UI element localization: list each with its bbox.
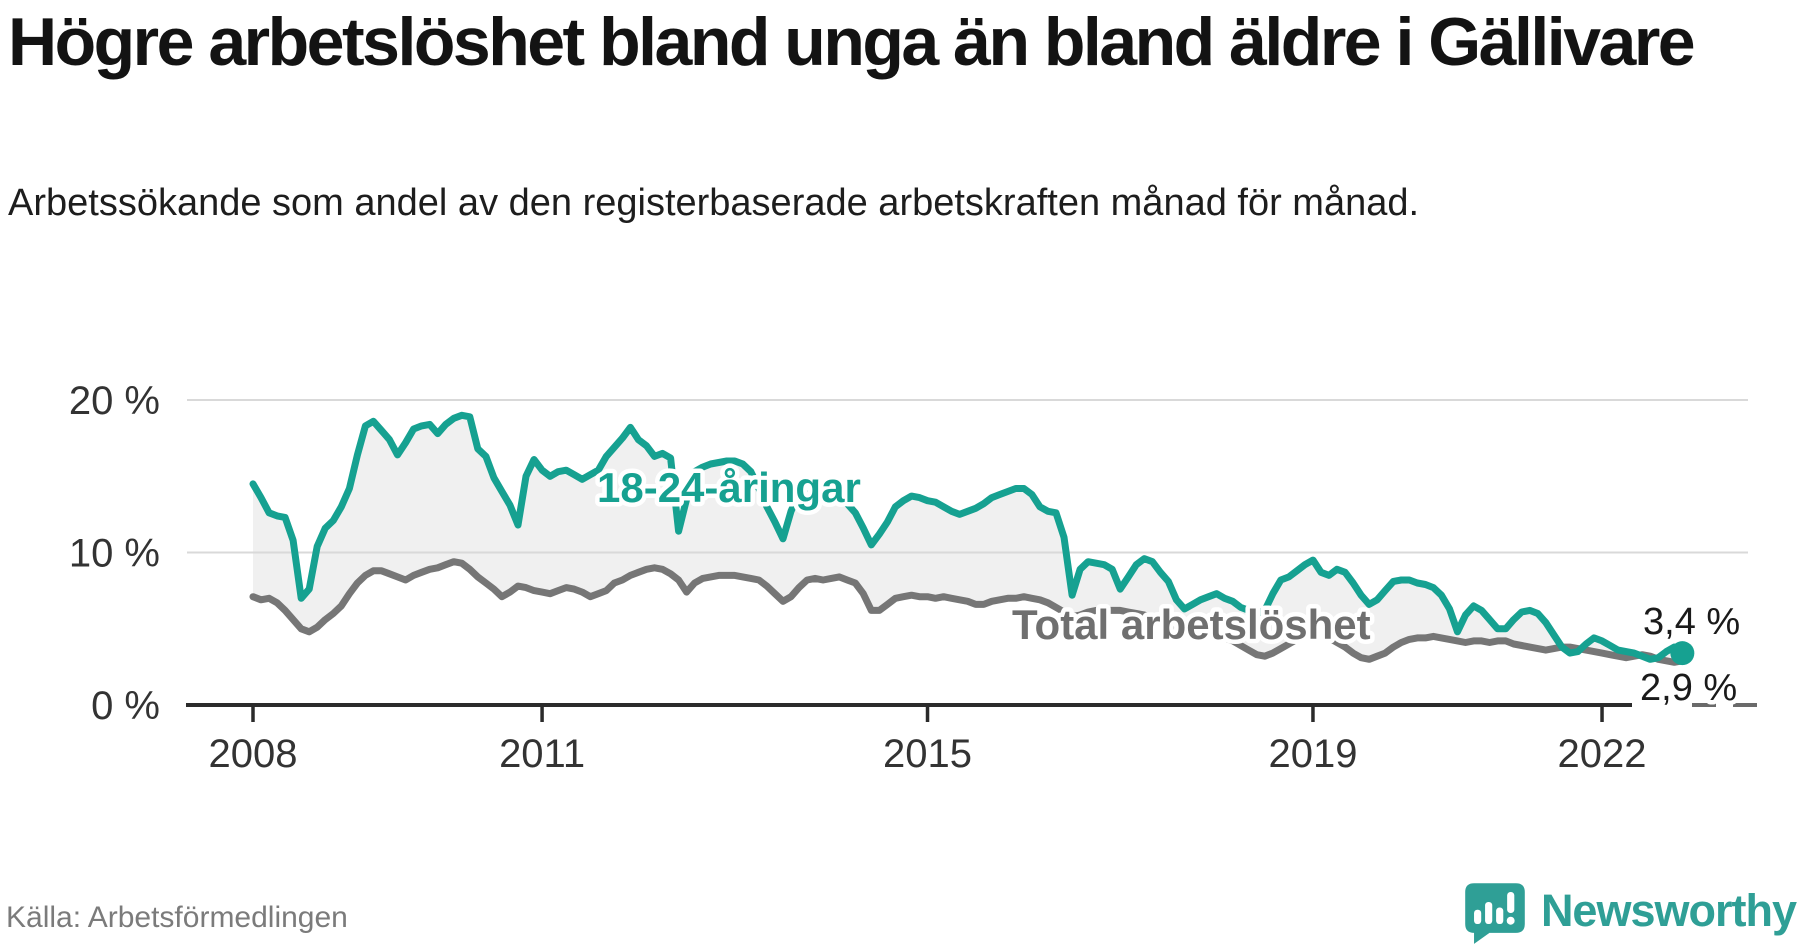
x-axis-label-2015: 2015 — [883, 732, 972, 776]
newsworthy-wordmark: Newsworthy — [1540, 884, 1797, 936]
chart-subtitle: Arbetssökande som andel av den registerb… — [8, 182, 1420, 224]
total-series-label: Total arbetslöshet — [1012, 601, 1371, 648]
x-axis-label-2011: 2011 — [499, 732, 585, 776]
series-band-fill — [253, 415, 1683, 663]
x-axis-label-2022: 2022 — [1558, 732, 1647, 776]
x-axis-label-2019: 2019 — [1268, 732, 1357, 776]
total-end-value-label: 2,9 % — [1640, 667, 1737, 709]
page-title: Högre arbetslöshet bland unga än bland ä… — [8, 4, 1696, 80]
total-series-line — [249, 558, 1686, 666]
x-axis-label-2008: 2008 — [209, 732, 298, 776]
unemployment-line-chart: 20 % 10 % 0 % 2008 2011 2015 2019 2022 18-24-åri… — [69, 379, 1762, 776]
newsworthy-bubble-icon — [1465, 883, 1525, 944]
y-axis-label-20: 20 % — [69, 379, 160, 423]
youth-end-value-label: 3,4 % — [1643, 601, 1740, 643]
youth-end-dot — [1670, 641, 1695, 666]
source-note: Källa: Arbetsförmedlingen — [6, 901, 348, 934]
youth-series-label: 18-24-åringar — [597, 464, 861, 511]
chart-area: 20 % 10 % 0 % 2008 2011 2015 2019 2022 18-24-åri… — [0, 330, 1800, 800]
newsworthy-logo: Newsworthy — [1463, 882, 1797, 944]
y-axis-label-10: 10 % — [69, 532, 160, 576]
y-axis-label-0: 0 % — [91, 684, 160, 728]
youth-series-line — [249, 411, 1686, 663]
